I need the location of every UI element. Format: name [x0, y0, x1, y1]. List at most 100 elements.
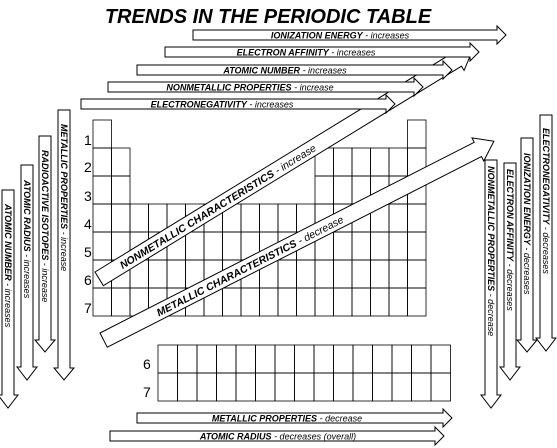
element-cell [203, 231, 223, 261]
element-cell [222, 287, 242, 317]
element-cell [92, 203, 112, 233]
element-cell [129, 203, 149, 233]
f-block-cell [294, 344, 315, 374]
f-block-period-numbers: 6 7 [143, 356, 151, 400]
element-cell [370, 147, 390, 177]
svg-text:ELECTRON AFFINITY - increases: ELECTRON AFFINITY - increases [237, 48, 376, 58]
svg-text:ATOMIC RADIUS - decreases (ove: ATOMIC RADIUS - decreases (overall) [199, 432, 356, 442]
svg-text:RADIOACTIVE ISOTOPES - increas: RADIOACTIVE ISOTOPES - increase [40, 150, 50, 302]
period-number: 1 [84, 132, 92, 148]
element-cell [388, 287, 408, 317]
top-arrow-trend: - increases [300, 66, 347, 76]
element-cell [333, 287, 353, 317]
left-arrow-trend: - increases [3, 281, 13, 328]
element-cell [185, 231, 205, 261]
element-cell [407, 259, 427, 289]
f-block-cell [255, 344, 276, 374]
element-cell [314, 175, 334, 205]
f-block-cell [430, 344, 451, 374]
period-number: 5 [84, 244, 92, 260]
f-block-cell [177, 372, 198, 402]
top-arrow-trend: - increases [247, 100, 294, 110]
element-cell [314, 287, 334, 317]
element-cell [259, 287, 279, 317]
element-cell [296, 259, 316, 289]
element-cell [92, 147, 112, 177]
f-block-cell [313, 344, 334, 374]
f-block-cell [352, 344, 373, 374]
left-arrow-radioactive-isotopes: RADIOACTIVE ISOTOPES - increase [33, 135, 57, 353]
right-arrow-label: IONIZATION ENERGY [522, 153, 532, 246]
svg-text:METALLIC PROPERTIES - decrease: METALLIC PROPERTIES - decrease [212, 414, 362, 424]
top-arrow-label: NONMETALLIC PROPERTIES [166, 83, 291, 93]
element-cell [296, 287, 316, 317]
element-cell [388, 259, 408, 289]
period-number: 7 [143, 384, 151, 400]
left-arrow-label: ATOMIC NUMBER [3, 203, 13, 281]
element-cell [407, 231, 427, 261]
bottom-arrow-label: ATOMIC RADIUS [199, 432, 272, 442]
element-cell [407, 203, 427, 233]
svg-text:METALLIC PROPERTIES - increase: METALLIC PROPERTIES - increase [59, 124, 69, 271]
element-cell [370, 231, 390, 261]
right-arrow-label: NONMETALLIC PROPERTIES [486, 166, 496, 291]
svg-text:NONMETALLIC PROPERTIES - decre: NONMETALLIC PROPERTIES - decrease [486, 166, 496, 336]
element-cell [148, 203, 168, 233]
f-block-grid [157, 344, 451, 402]
f-block-cell [255, 372, 276, 402]
period-number: 2 [84, 159, 92, 175]
top-arrow-trend: - increases [329, 48, 376, 58]
left-arrow-metallic-properties: METALLIC PROPERTIES - increase [52, 109, 76, 381]
bottom-arrow-metallic-properties: METALLIC PROPERTIES - decrease [136, 407, 453, 429]
element-cell [370, 287, 390, 317]
top-arrow-label: ATOMIC NUMBER [222, 66, 300, 76]
element-cell [388, 203, 408, 233]
f-block-cell [157, 372, 178, 402]
element-cell [92, 119, 112, 149]
svg-text:ATOMIC NUMBER - increases: ATOMIC NUMBER - increases [222, 66, 347, 76]
element-cell [111, 203, 131, 233]
f-block-cell [372, 372, 393, 402]
element-cell [333, 259, 353, 289]
f-block-cell [294, 372, 315, 402]
top-arrow-label: IONIZATION ENERGY [271, 31, 364, 41]
f-block-cell [411, 372, 432, 402]
element-cell [259, 203, 279, 233]
f-block-cell [352, 372, 373, 402]
element-cell [333, 175, 353, 205]
right-arrow-electronegativity: ELECTRONEGATIVITY - decreases [534, 114, 557, 352]
f-block-cell [391, 372, 412, 402]
f-block-cell [196, 372, 217, 402]
svg-text:ELECTRONEGATIVITY - decreases: ELECTRONEGATIVITY - decreases [541, 128, 551, 274]
top-arrow-trend: - increase [292, 83, 334, 93]
f-block-cell [333, 372, 354, 402]
top-arrow-ionization-energy: IONIZATION ENERGY - increases [192, 24, 507, 46]
element-cell [351, 231, 371, 261]
element-cell [277, 203, 297, 233]
element-cell [240, 287, 260, 317]
right-arrow-trend: - decrease [486, 291, 496, 336]
period-number: 7 [84, 300, 92, 316]
bottom-arrow-trend: - decrease [317, 414, 362, 424]
right-arrow-label: ELECTRONEGATIVITY [541, 128, 551, 225]
f-block-cell [391, 344, 412, 374]
left-arrow-trend: - increase [40, 260, 50, 302]
left-arrow-label: METALLIC PROPERTIES [59, 124, 69, 229]
element-cell [92, 231, 112, 261]
element-cell [222, 231, 242, 261]
element-cell [407, 119, 427, 149]
svg-text:ELECTRONEGATIVITY - increases: ELECTRONEGATIVITY - increases [151, 100, 294, 110]
top-arrow-nonmetallic-properties: NONMETALLIC PROPERTIES - increase [107, 76, 424, 98]
f-block-cell [216, 344, 237, 374]
element-cell [166, 259, 186, 289]
period-numbers: 1 2 3 4 5 6 7 [84, 132, 92, 316]
f-block-cell [157, 344, 178, 374]
element-cell [351, 147, 371, 177]
element-cell [314, 259, 334, 289]
f-block-cell [411, 344, 432, 374]
element-cell [111, 287, 131, 317]
f-block-cell [372, 344, 393, 374]
diagram-title: TRENDS IN THE PERIODIC TABLE [105, 6, 432, 28]
f-block-cell [216, 372, 237, 402]
